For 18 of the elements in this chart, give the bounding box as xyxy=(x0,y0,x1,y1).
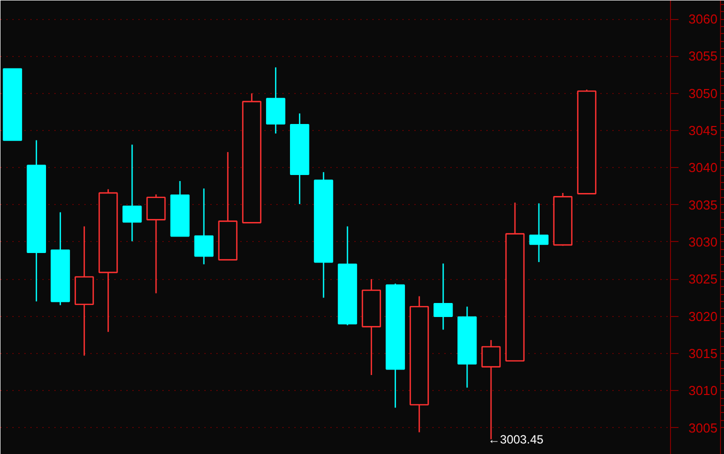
candlestick xyxy=(122,144,142,242)
y-tick-label: 3035 xyxy=(688,197,718,212)
y-tick-label: 3040 xyxy=(688,160,718,176)
candlestick xyxy=(434,262,453,330)
y-tick-label: 3010 xyxy=(688,383,718,398)
y-tick-label: 3030 xyxy=(688,234,718,250)
candlestick xyxy=(194,188,214,265)
y-tick-label: 3050 xyxy=(688,86,718,101)
y-tick-label: 3045 xyxy=(688,123,718,138)
candlestick xyxy=(146,194,166,294)
y-tick-label: 3015 xyxy=(688,346,718,361)
y-tick-label: 3020 xyxy=(688,308,718,324)
candlestick xyxy=(529,202,549,263)
annotation: ←3003.45 xyxy=(488,432,544,446)
y-tick-label: 3060 xyxy=(688,12,718,27)
y-tick-label: 3025 xyxy=(688,272,718,287)
y-tick-label: 3005 xyxy=(688,420,718,436)
y-tick-label: 3055 xyxy=(688,48,718,64)
